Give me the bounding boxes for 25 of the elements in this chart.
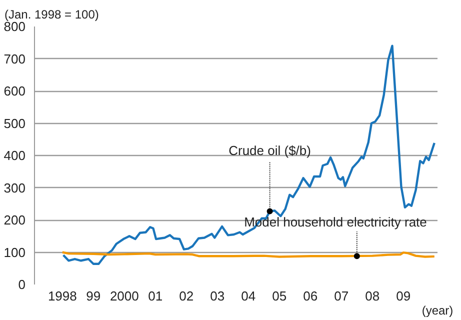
x-tick-label: 07 [334, 288, 349, 304]
y-tick-label: 300 [4, 180, 26, 196]
x-axis-title: (year) [422, 304, 454, 318]
x-tick-label: 01 [148, 288, 163, 304]
x-tick-label: 03 [210, 288, 225, 304]
y-tick-label: 100 [4, 244, 26, 260]
line-series [62, 44, 436, 265]
x-tick-label: 04 [241, 288, 256, 304]
x-tick-label: 02 [179, 288, 194, 304]
x-tick-label: 2000 [110, 288, 139, 304]
x-tick-label: 09 [396, 288, 411, 304]
x-tick-label: 1998 [48, 288, 77, 304]
y-tick-label: 200 [4, 212, 26, 228]
x-tick-label: 99 [86, 288, 101, 304]
x-tick-label: 08 [365, 288, 380, 304]
y-tick-label: 400 [4, 148, 26, 163]
y-axis-title: (Jan. 1998 = 100) [4, 8, 99, 22]
y-tick-label: 700 [4, 51, 26, 66]
y-tick-label: 0 [18, 277, 26, 292]
x-tick-label: 05 [272, 288, 287, 304]
annotation: Crude oil ($/b) [228, 143, 311, 158]
x-tick-label: 06 [303, 288, 318, 304]
y-tick-label: 500 [4, 116, 26, 131]
y-tick-label: 600 [4, 84, 26, 98]
y-tick-label: 800 [4, 19, 26, 34]
